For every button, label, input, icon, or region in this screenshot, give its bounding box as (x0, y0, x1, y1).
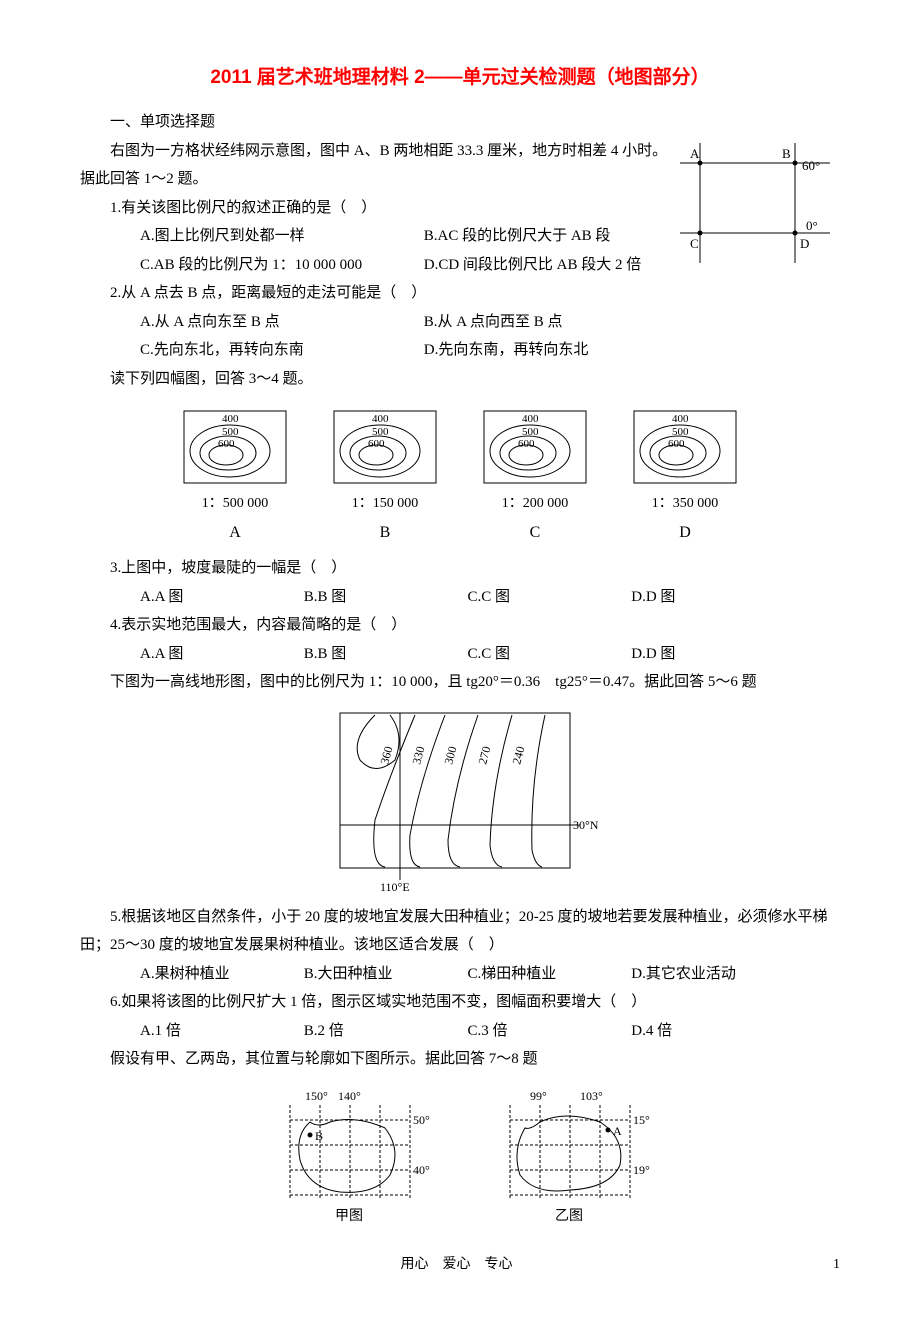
q7-8-intro: 假设有甲、乙两岛，其位置与轮廓如下图所示。据此回答 7～8 题 (80, 1045, 840, 1074)
q3-opt-c: C.C 图 (468, 583, 628, 612)
svg-text:330: 330 (409, 744, 427, 765)
contour-fig-a: 400 500 600 (180, 407, 290, 487)
grid-figure: A B C D 60° 0° (680, 143, 830, 263)
scale-d: 1：350 000 (630, 491, 740, 518)
island-jia: B 150° 140° 50° 40° 甲图 (260, 1080, 440, 1230)
contour-fig-d: 400 500 600 (630, 407, 740, 487)
scale-c: 1：200 000 (480, 491, 590, 518)
q1-opt-a: A.图上比例尺到处都一样 (140, 222, 420, 251)
grid-lat-60: 60° (802, 158, 820, 173)
q5-opt-a: A.果树种植业 (140, 960, 300, 989)
topo-lat: 30°N (573, 818, 599, 832)
section-heading: 一、单项选择题 (80, 108, 840, 137)
q2-opt-c: C.先向东北，再转向东南 (140, 336, 420, 365)
grid-lat-0: 0° (806, 218, 818, 233)
svg-text:500: 500 (672, 426, 689, 438)
contour-fig-b: 400 500 600 (330, 407, 440, 487)
footer-page-number: 1 (833, 1252, 840, 1279)
svg-text:240: 240 (509, 744, 527, 765)
q1-2-intro: 右图为一方格状经纬网示意图，图中 A、B 两地相距 33.3 厘米，地方时相差 … (80, 137, 680, 194)
q2-stem: 2.从 A 点去 B 点，距离最短的走法可能是（ ） (80, 279, 680, 308)
q3-stem: 3.上图中，坡度最陡的一幅是（ ） (80, 554, 840, 583)
q2-opt-b: B.从 A 点向西至 B 点 (424, 308, 563, 337)
contour-figure-row: 400 500 600 1：500 000 A 400 500 600 1：15… (80, 407, 840, 548)
q5-6-intro: 下图为一高线地形图，图中的比例尺为 1：10 000，且 tg20°＝0.36 … (80, 668, 840, 697)
q4-stem: 4.表示实地范围最大，内容最简略的是（ ） (80, 611, 840, 640)
svg-text:40°: 40° (413, 1163, 430, 1177)
svg-text:600: 600 (668, 438, 685, 450)
doc-title: 2011 届艺术班地理材料 2——单元过关检测题（地图部分） (80, 60, 840, 96)
svg-text:140°: 140° (338, 1089, 361, 1103)
svg-text:500: 500 (372, 426, 389, 438)
q4-opt-b: B.B 图 (304, 640, 464, 669)
q5-opt-d: D.其它农业活动 (631, 960, 736, 989)
q2-opt-a: A.从 A 点向东至 B 点 (140, 308, 420, 337)
q6-opt-b: B.2 倍 (304, 1017, 464, 1046)
q6-opt-c: C.3 倍 (468, 1017, 628, 1046)
q1-stem: 1.有关该图比例尺的叙述正确的是（ ） (80, 194, 680, 223)
grid-label-d: D (800, 236, 809, 251)
q3-opt-d: D.D 图 (631, 583, 675, 612)
topo-figure: 360 330 300 270 240 30°N 110°E (320, 705, 600, 895)
q4-opt-a: A.A 图 (140, 640, 300, 669)
q1-opt-b: B.AC 段的比例尺大于 AB 段 (424, 222, 611, 251)
svg-text:400: 400 (522, 413, 539, 425)
svg-text:15°: 15° (633, 1113, 650, 1127)
label-d: D (630, 518, 740, 548)
q6-opt-d: D.4 倍 (631, 1017, 672, 1046)
label-c: C (480, 518, 590, 548)
islands-figure-row: B 150° 140° 50° 40° 甲图 A 99° 103° 15° 19… (80, 1080, 840, 1234)
svg-text:50°: 50° (413, 1113, 430, 1127)
svg-text:400: 400 (372, 413, 389, 425)
svg-text:400: 400 (672, 413, 689, 425)
svg-text:360: 360 (377, 744, 395, 765)
scale-a: 1：500 000 (180, 491, 290, 518)
footer-motto: 用心 爱心 专心 (401, 1257, 513, 1272)
q1-opt-d: D.CD 间段比例尺比 AB 段大 2 倍 (424, 251, 642, 280)
page-footer: 用心 爱心 专心 1 (80, 1252, 840, 1279)
q3-opt-a: A.A 图 (140, 583, 300, 612)
q1-opt-c: C.AB 段的比例尺为 1：10 000 000 (140, 251, 420, 280)
svg-text:600: 600 (518, 438, 535, 450)
label-b: B (330, 518, 440, 548)
grid-label-b: B (782, 146, 791, 161)
island-yi: A 99° 103° 15° 19° 乙图 (480, 1080, 660, 1230)
island-jia-caption: 甲图 (335, 1209, 363, 1224)
svg-text:19°: 19° (633, 1163, 650, 1177)
label-a: A (180, 518, 290, 548)
svg-text:B: B (315, 1129, 323, 1143)
grid-label-a: A (690, 146, 700, 161)
svg-text:270: 270 (475, 744, 493, 765)
q4-opt-c: C.C 图 (468, 640, 628, 669)
island-yi-caption: 乙图 (555, 1208, 583, 1224)
topo-lon: 110°E (380, 880, 410, 894)
q5-stem: 5.根据该地区自然条件，小于 20 度的坡地宜发展大田种植业；20-25 度的坡… (80, 903, 840, 960)
svg-text:99°: 99° (530, 1089, 547, 1103)
q6-stem: 6.如果将该图的比例尺扩大 1 倍，图示区域实地范围不变，图幅面积要增大（ ） (80, 988, 840, 1017)
grid-label-c: C (690, 236, 699, 251)
svg-text:600: 600 (218, 438, 235, 450)
svg-text:500: 500 (522, 426, 539, 438)
svg-text:103°: 103° (580, 1089, 603, 1103)
q5-opt-c: C.梯田种植业 (468, 960, 628, 989)
svg-text:500: 500 (222, 426, 239, 438)
svg-text:150°: 150° (305, 1089, 328, 1103)
q3-opt-b: B.B 图 (304, 583, 464, 612)
q6-opt-a: A.1 倍 (140, 1017, 300, 1046)
scale-b: 1：150 000 (330, 491, 440, 518)
svg-text:600: 600 (368, 438, 385, 450)
contour-fig-c: 400 500 600 (480, 407, 590, 487)
svg-text:A: A (613, 1124, 622, 1138)
q5-opt-b: B.大田种植业 (304, 960, 464, 989)
svg-text:400: 400 (222, 413, 239, 425)
svg-text:300: 300 (441, 744, 459, 765)
q4-opt-d: D.D 图 (631, 640, 675, 669)
q3-4-intro: 读下列四幅图，回答 3～4 题。 (80, 365, 840, 394)
q2-opt-d: D.先向东南，再转向东北 (424, 336, 589, 365)
